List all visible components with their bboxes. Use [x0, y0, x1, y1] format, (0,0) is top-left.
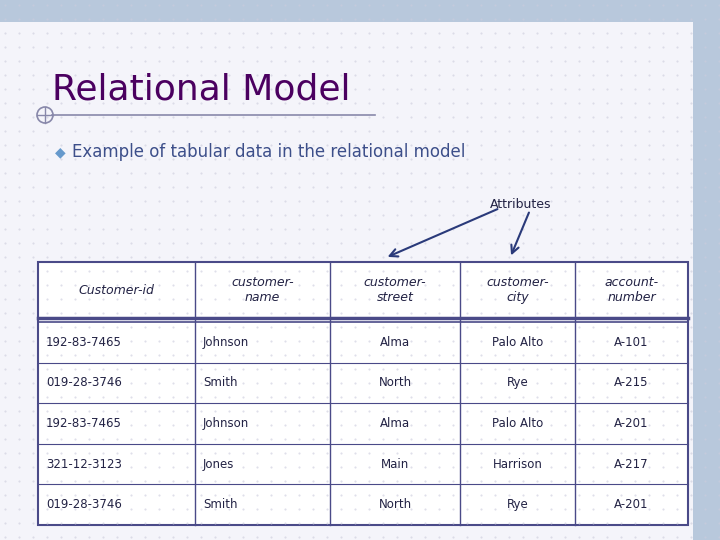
Text: Relational Model: Relational Model [52, 72, 351, 106]
Text: 192-83-7465: 192-83-7465 [46, 336, 122, 349]
Text: A-215: A-215 [614, 376, 649, 389]
Text: A-101: A-101 [614, 336, 649, 349]
Text: Palo Alto: Palo Alto [492, 336, 543, 349]
Text: A-201: A-201 [614, 498, 649, 511]
Text: A-217: A-217 [614, 457, 649, 470]
Text: Smith: Smith [203, 498, 238, 511]
Text: customer-
city: customer- city [486, 276, 549, 304]
Text: A-201: A-201 [614, 417, 649, 430]
Text: Example of tabular data in the relational model: Example of tabular data in the relationa… [72, 143, 465, 161]
Text: Customer-id: Customer-id [78, 284, 154, 296]
Text: 019-28-3746: 019-28-3746 [46, 376, 122, 389]
Text: 019-28-3746: 019-28-3746 [46, 498, 122, 511]
Bar [0, 0, 720, 22]
Text: 321-12-3123: 321-12-3123 [46, 457, 122, 470]
Text: Alma: Alma [380, 336, 410, 349]
Text: North: North [379, 376, 412, 389]
Text: Jones: Jones [203, 457, 235, 470]
Text: Alma: Alma [380, 417, 410, 430]
Text: Rye: Rye [507, 498, 528, 511]
Text: Harrison: Harrison [492, 457, 542, 470]
Text: ◆: ◆ [55, 145, 66, 159]
Text: Johnson: Johnson [203, 417, 249, 430]
Bar [38, 262, 688, 525]
Text: customer-
street: customer- street [364, 276, 426, 304]
Text: customer-
name: customer- name [231, 276, 294, 304]
Text: account-
number: account- number [604, 276, 659, 304]
Text: Johnson: Johnson [203, 336, 249, 349]
Text: Palo Alto: Palo Alto [492, 417, 543, 430]
Text: Main: Main [381, 457, 409, 470]
Text: Rye: Rye [507, 376, 528, 389]
Text: Attributes: Attributes [490, 198, 552, 211]
Text: 192-83-7465: 192-83-7465 [46, 417, 122, 430]
Bar [693, 0, 720, 540]
Text: Smith: Smith [203, 376, 238, 389]
Text: North: North [379, 498, 412, 511]
